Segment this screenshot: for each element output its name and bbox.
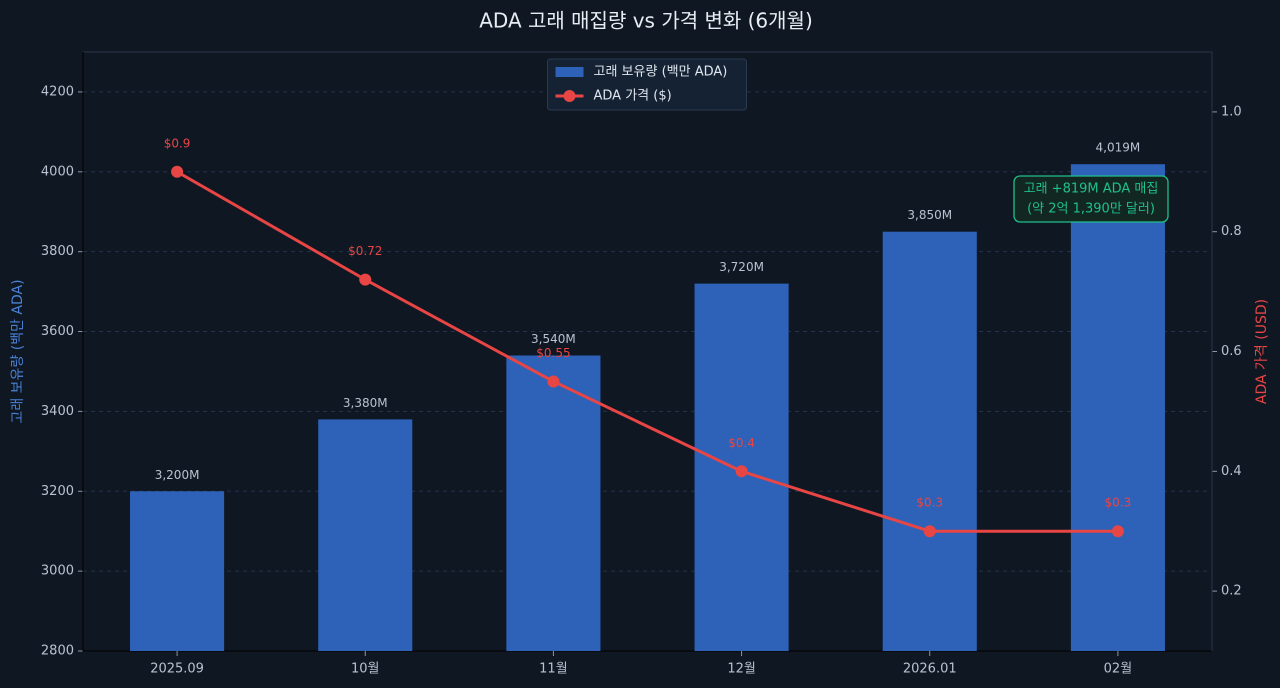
legend-swatch — [555, 67, 584, 77]
price-point — [923, 525, 936, 538]
y-tick-label: 3200 — [41, 484, 74, 499]
x-tick-label: 2025.09 — [150, 662, 204, 677]
y2-tick-label: 0.4 — [1221, 464, 1242, 479]
price-point — [547, 375, 560, 388]
legend-label: ADA 가격 ($) — [594, 89, 672, 104]
bar — [318, 419, 413, 651]
bar — [882, 231, 977, 651]
y-axis-label: 고래 보유량 (백만 ADA) — [10, 279, 26, 423]
bar-value-label: 4,019M — [1096, 141, 1141, 155]
price-point — [1111, 525, 1124, 538]
y2-tick-label: 0.2 — [1221, 584, 1242, 599]
x-tick-label: 2026.01 — [903, 662, 957, 677]
y2-tick-label: 0.8 — [1221, 224, 1242, 239]
point-value-label: $0.55 — [536, 346, 570, 360]
y2-axis-label: ADA 가격 (USD) — [1254, 299, 1270, 404]
y2-tick-label: 1.0 — [1221, 104, 1242, 119]
x-tick-label: 10월 — [351, 662, 380, 677]
y-tick-label: 4000 — [41, 164, 74, 179]
bar-value-label: 3,720M — [719, 260, 764, 274]
point-value-label: $0.72 — [348, 244, 382, 258]
point-value-label: $0.9 — [164, 136, 191, 150]
x-tick-label: 11월 — [539, 662, 568, 677]
price-line — [176, 170, 1118, 533]
y-tick-label: 4200 — [41, 84, 74, 99]
bar-value-label: 3,200M — [155, 468, 200, 482]
point-value-label: $0.4 — [728, 436, 755, 450]
y2-tick-label: 0.6 — [1221, 344, 1242, 359]
bar-value-label: 3,850M — [907, 208, 952, 222]
bar — [130, 491, 225, 651]
annotation-text: (약 2억 1,390만 달러) — [1027, 202, 1155, 217]
legend-box — [547, 58, 747, 111]
annotation-text: 고래 +819M ADA 매집 — [1024, 182, 1159, 197]
bar-value-label: 3,380M — [343, 396, 388, 410]
annotation-box — [1013, 175, 1169, 223]
point-value-label: $0.3 — [916, 496, 943, 510]
price-point — [171, 165, 184, 178]
chart-title: ADA 고래 매집량 vs 가격 변화 (6개월) — [479, 9, 813, 33]
bar-value-label: 3,540M — [531, 332, 576, 346]
y-tick-label: 2800 — [41, 644, 74, 659]
point-value-label: $0.3 — [1105, 496, 1132, 510]
bar — [506, 355, 601, 651]
x-tick-label: 02월 — [1104, 662, 1133, 677]
legend-marker — [563, 90, 576, 102]
y-tick-label: 3400 — [41, 404, 74, 419]
bar — [1070, 164, 1165, 652]
legend-label: 고래 보유량 (백만 ADA) — [594, 65, 728, 80]
x-tick-label: 12월 — [727, 662, 756, 677]
y-tick-label: 3800 — [41, 244, 74, 259]
price-point — [359, 273, 372, 286]
y-tick-label: 3000 — [41, 564, 74, 579]
price-point — [735, 465, 748, 478]
y-tick-label: 3600 — [41, 324, 74, 339]
